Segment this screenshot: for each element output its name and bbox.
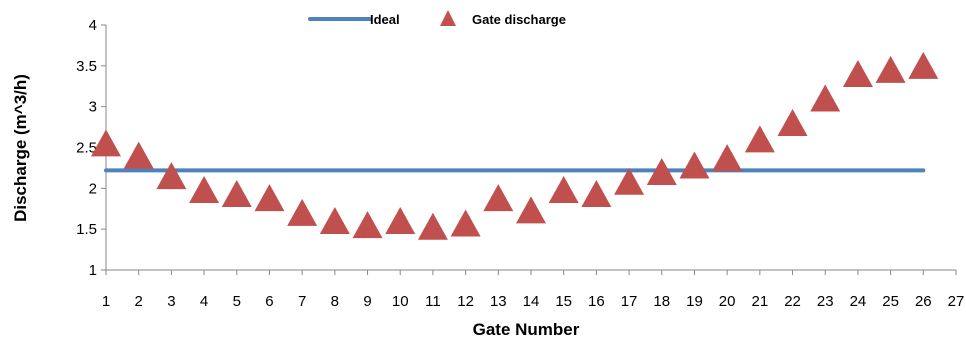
gate-discharge-point: [908, 51, 939, 79]
y-axis-title: Discharge (m^3/h): [11, 74, 30, 222]
x-tick-label: 26: [915, 293, 932, 310]
x-tick-label: 1: [102, 293, 110, 310]
y-tick-label: 3: [89, 99, 97, 116]
y-tick-label: 3.5: [76, 58, 97, 75]
gate-discharge-point: [254, 184, 285, 212]
y-tick-label: 1.5: [76, 221, 97, 238]
series-layer: [91, 51, 939, 240]
x-tick-label: 15: [555, 293, 572, 310]
y-tick-label: 1: [89, 262, 97, 279]
legend-gate-discharge-marker: [440, 10, 456, 26]
x-tick-label: 4: [200, 293, 208, 310]
x-tick-label: 11: [425, 293, 441, 310]
x-tick-label: 18: [653, 293, 670, 310]
gate-discharge-point: [744, 125, 775, 153]
x-tick-label: 27: [948, 293, 965, 310]
gate-discharge-point: [810, 84, 841, 112]
x-tick-label: 17: [621, 293, 638, 310]
gate-discharge-point: [287, 198, 318, 226]
legend-gate-discharge-label: Gate discharge: [472, 12, 566, 27]
gate-discharge-point: [417, 212, 448, 240]
x-tick-label: 22: [784, 293, 801, 310]
gate-discharge-point: [614, 167, 645, 195]
x-tick-label: 12: [457, 293, 474, 310]
x-tick-label: 10: [392, 293, 409, 310]
x-tick-label: 21: [752, 293, 769, 310]
gate-discharge-point: [679, 151, 710, 179]
gate-discharge-point: [319, 207, 350, 234]
y-tick-label: 4: [89, 17, 97, 34]
x-tick-label: 13: [490, 293, 507, 310]
x-axis-ticks: 1 2 3 4 5 6 7 8 9 10 11 12 13 14 15 16 17 18 19 20 21 22 23 24 2…: [102, 270, 965, 310]
x-tick-label: 14: [523, 293, 540, 310]
legend: Ideal Gate discharge: [308, 10, 566, 27]
y-axis-ticks: 1 1.5 2 2.5 3 3.5 4: [76, 17, 106, 279]
gate-discharge-point: [221, 180, 252, 208]
gate-discharge-point: [516, 196, 546, 224]
gate-discharge-point: [875, 55, 906, 83]
y-tick-label: 2: [89, 180, 97, 197]
x-tick-label: 5: [233, 293, 241, 310]
x-tick-label: 6: [265, 293, 273, 310]
gate-discharge-point: [646, 158, 677, 185]
x-tick-label: 20: [719, 293, 736, 310]
x-tick-label: 24: [850, 293, 867, 310]
gate-discharge-point: [189, 175, 220, 203]
x-tick-label: 19: [686, 293, 703, 310]
x-tick-label: 2: [135, 293, 143, 310]
gate-discharge-point: [483, 184, 514, 212]
gate-discharge-point: [842, 60, 873, 87]
y-tick-label: 2.5: [76, 140, 97, 157]
gate-discharge-point: [581, 180, 612, 208]
x-tick-label: 16: [588, 293, 605, 310]
x-tick-label: 9: [363, 293, 371, 310]
gate-discharge-point: [712, 144, 743, 172]
x-tick-label: 23: [817, 293, 834, 310]
gate-discharge-point: [385, 207, 416, 234]
gate-discharge-point: [450, 209, 481, 237]
x-axis-title: Gate Number: [473, 320, 580, 339]
gate-discharge-point: [548, 175, 579, 203]
gate-discharge-point: [777, 109, 808, 136]
gate-discharge-point: [91, 129, 121, 157]
legend-ideal-label: Ideal: [370, 12, 400, 27]
gate-discharge-point: [156, 162, 187, 190]
x-tick-label: 25: [882, 293, 899, 310]
x-tick-label: 7: [298, 293, 306, 310]
x-tick-label: 3: [167, 293, 175, 310]
gate-discharge-point: [123, 141, 154, 169]
x-tick-label: 8: [331, 293, 339, 310]
gate-discharge-point: [352, 211, 383, 239]
